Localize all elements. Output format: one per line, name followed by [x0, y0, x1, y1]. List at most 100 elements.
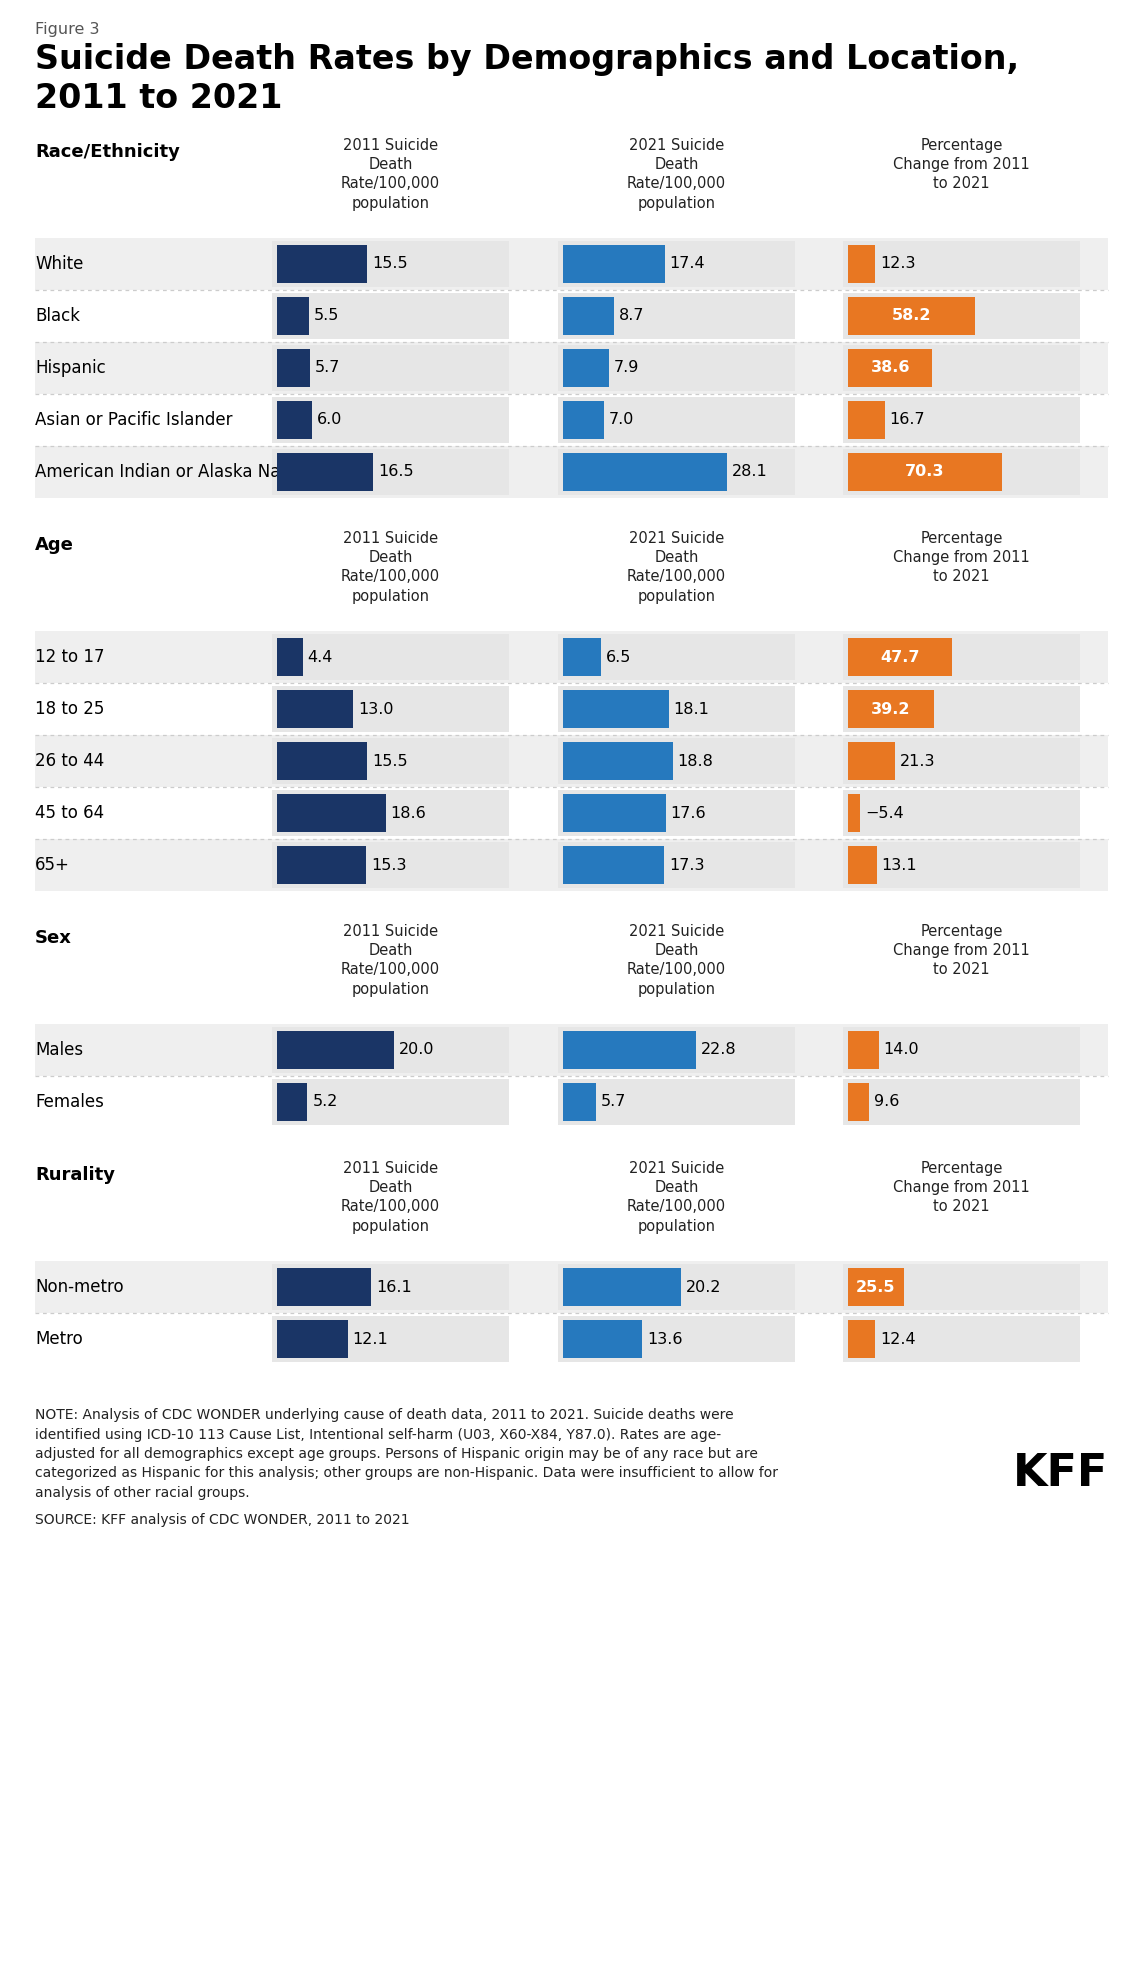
Bar: [557, 634, 795, 680]
Bar: [277, 638, 302, 676]
Bar: [563, 846, 663, 884]
Text: 2011 Suicide
Death
Rate/100,000
population: 2011 Suicide Death Rate/100,000 populati…: [341, 531, 440, 604]
Text: Females: Females: [35, 1093, 104, 1111]
Bar: [272, 292, 508, 340]
Bar: [277, 1268, 370, 1305]
Bar: [563, 795, 666, 833]
Text: 12.3: 12.3: [880, 256, 915, 272]
Bar: [557, 1315, 795, 1361]
Bar: [557, 292, 795, 340]
Text: 18.8: 18.8: [677, 753, 714, 769]
Bar: [563, 689, 668, 727]
Bar: [35, 1077, 1108, 1129]
Text: Sex: Sex: [35, 930, 72, 948]
Text: 2021 Suicide
Death
Rate/100,000
population: 2021 Suicide Death Rate/100,000 populati…: [627, 924, 726, 997]
Bar: [272, 1079, 508, 1125]
Bar: [277, 244, 367, 282]
Text: Percentage
Change from 2011
to 2021: Percentage Change from 2011 to 2021: [893, 924, 1029, 978]
Text: 15.5: 15.5: [373, 256, 408, 272]
Bar: [557, 240, 795, 286]
Text: Asian or Pacific Islander: Asian or Pacific Islander: [35, 411, 233, 429]
Text: 25.5: 25.5: [856, 1280, 896, 1294]
Text: 9.6: 9.6: [874, 1095, 899, 1109]
Text: 58.2: 58.2: [891, 308, 931, 324]
Bar: [35, 632, 1108, 684]
Text: Hispanic: Hispanic: [35, 360, 106, 378]
Bar: [277, 741, 367, 781]
Bar: [563, 453, 727, 491]
Text: 17.3: 17.3: [669, 858, 705, 872]
Bar: [563, 638, 601, 676]
Text: 12 to 17: 12 to 17: [35, 648, 105, 666]
Bar: [848, 453, 1002, 491]
Text: 39.2: 39.2: [871, 701, 911, 717]
Bar: [848, 638, 952, 676]
Bar: [272, 1027, 508, 1073]
Bar: [563, 1319, 642, 1357]
Text: Metro: Metro: [35, 1329, 83, 1347]
Text: Age: Age: [35, 536, 74, 554]
Text: 5.7: 5.7: [601, 1095, 627, 1109]
Text: 13.0: 13.0: [358, 701, 393, 717]
Bar: [277, 1031, 393, 1069]
Bar: [848, 846, 877, 884]
Bar: [563, 1031, 697, 1069]
Text: 2011 to 2021: 2011 to 2021: [35, 81, 283, 115]
Bar: [563, 244, 665, 282]
Text: 4.4: 4.4: [308, 650, 333, 664]
Bar: [842, 240, 1080, 286]
Bar: [557, 1079, 795, 1125]
Bar: [848, 1319, 876, 1357]
Bar: [842, 686, 1080, 731]
Text: 6.0: 6.0: [317, 413, 342, 427]
Text: 13.6: 13.6: [648, 1331, 683, 1347]
Text: Rurality: Rurality: [35, 1166, 115, 1184]
Bar: [272, 791, 508, 837]
Bar: [277, 1083, 308, 1121]
Text: 65+: 65+: [35, 856, 70, 874]
Bar: [272, 449, 508, 495]
Text: 13.1: 13.1: [881, 858, 918, 872]
Bar: [272, 397, 508, 443]
Text: 26 to 44: 26 to 44: [35, 751, 104, 771]
Text: 12.1: 12.1: [352, 1331, 389, 1347]
Text: 45 to 64: 45 to 64: [35, 805, 104, 823]
Bar: [848, 1268, 904, 1305]
Bar: [563, 741, 673, 781]
Bar: [35, 238, 1108, 290]
Bar: [848, 689, 934, 727]
Text: 8.7: 8.7: [619, 308, 644, 324]
Bar: [272, 1264, 508, 1309]
Text: Percentage
Change from 2011
to 2021: Percentage Change from 2011 to 2021: [893, 1160, 1029, 1214]
Bar: [557, 449, 795, 495]
Text: 2021 Suicide
Death
Rate/100,000
population: 2021 Suicide Death Rate/100,000 populati…: [627, 1160, 726, 1234]
Text: 18.1: 18.1: [674, 701, 709, 717]
Text: NOTE: Analysis of CDC WONDER underlying cause of death data, 2011 to 2021. Suici: NOTE: Analysis of CDC WONDER underlying …: [35, 1409, 777, 1500]
Bar: [272, 842, 508, 888]
Bar: [842, 449, 1080, 495]
Text: 14.0: 14.0: [884, 1043, 919, 1057]
Bar: [35, 445, 1108, 499]
Text: 7.9: 7.9: [614, 360, 640, 376]
Text: 2011 Suicide
Death
Rate/100,000
population: 2011 Suicide Death Rate/100,000 populati…: [341, 137, 440, 211]
Bar: [842, 791, 1080, 837]
Text: KFF: KFF: [1012, 1451, 1108, 1494]
Bar: [563, 350, 609, 387]
Bar: [842, 737, 1080, 785]
Text: Race/Ethnicity: Race/Ethnicity: [35, 143, 180, 161]
Bar: [563, 1083, 596, 1121]
Text: 70.3: 70.3: [905, 465, 945, 479]
Bar: [557, 842, 795, 888]
Bar: [563, 401, 604, 439]
Bar: [848, 741, 895, 781]
Text: 5.7: 5.7: [316, 360, 341, 376]
Bar: [848, 1031, 879, 1069]
Text: 28.1: 28.1: [732, 465, 767, 479]
Text: 12.4: 12.4: [880, 1331, 915, 1347]
Bar: [842, 842, 1080, 888]
Text: 15.3: 15.3: [372, 858, 407, 872]
Bar: [563, 1268, 681, 1305]
Bar: [277, 689, 353, 727]
Text: 17.4: 17.4: [669, 256, 706, 272]
Bar: [272, 686, 508, 731]
